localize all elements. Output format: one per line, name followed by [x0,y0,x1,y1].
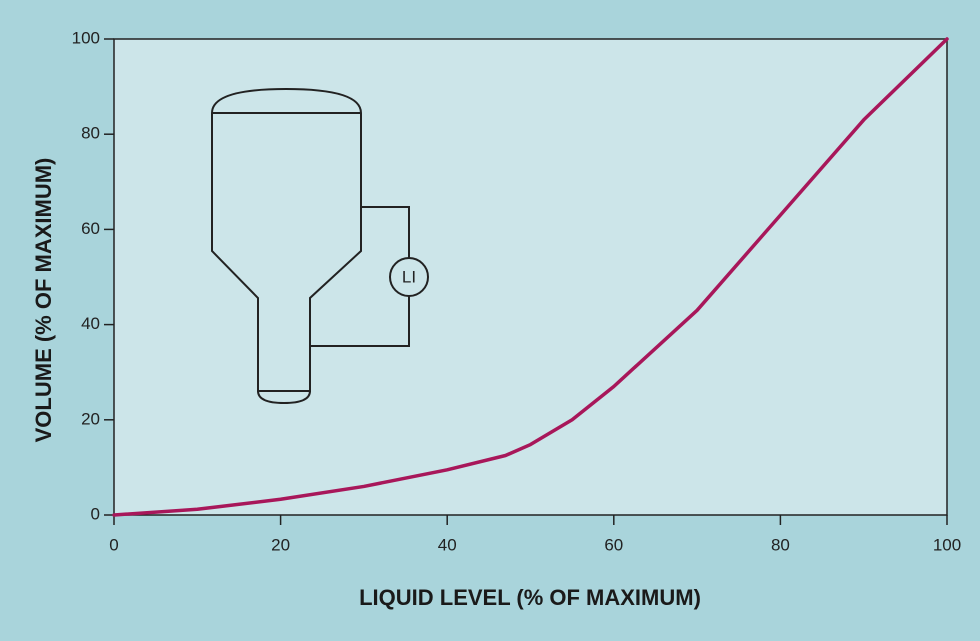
y-axis-label: VOLUME (% OF MAXIMUM) [31,158,56,443]
y-tick-label: 60 [81,219,100,238]
plot-area [113,38,948,516]
x-tick-label: 40 [438,535,457,554]
y-tick-label: 80 [81,124,100,143]
line-series [112,37,949,517]
y-tick-label: 0 [91,504,100,523]
x-tick-label: 80 [771,535,790,554]
y-tick-label: 40 [81,314,100,333]
x-tick-label: 60 [604,535,623,554]
instrument-label: LI [402,267,416,286]
y-tick-label: 20 [81,409,100,428]
x-tick-label: 100 [933,535,961,554]
x-axis-label: LIQUID LEVEL (% OF MAXIMUM) [359,585,701,610]
tank-diagram [210,87,429,405]
y-tick-label: 100 [72,28,100,47]
x-tick-label: 20 [271,535,290,554]
x-tick-label: 0 [109,535,118,554]
